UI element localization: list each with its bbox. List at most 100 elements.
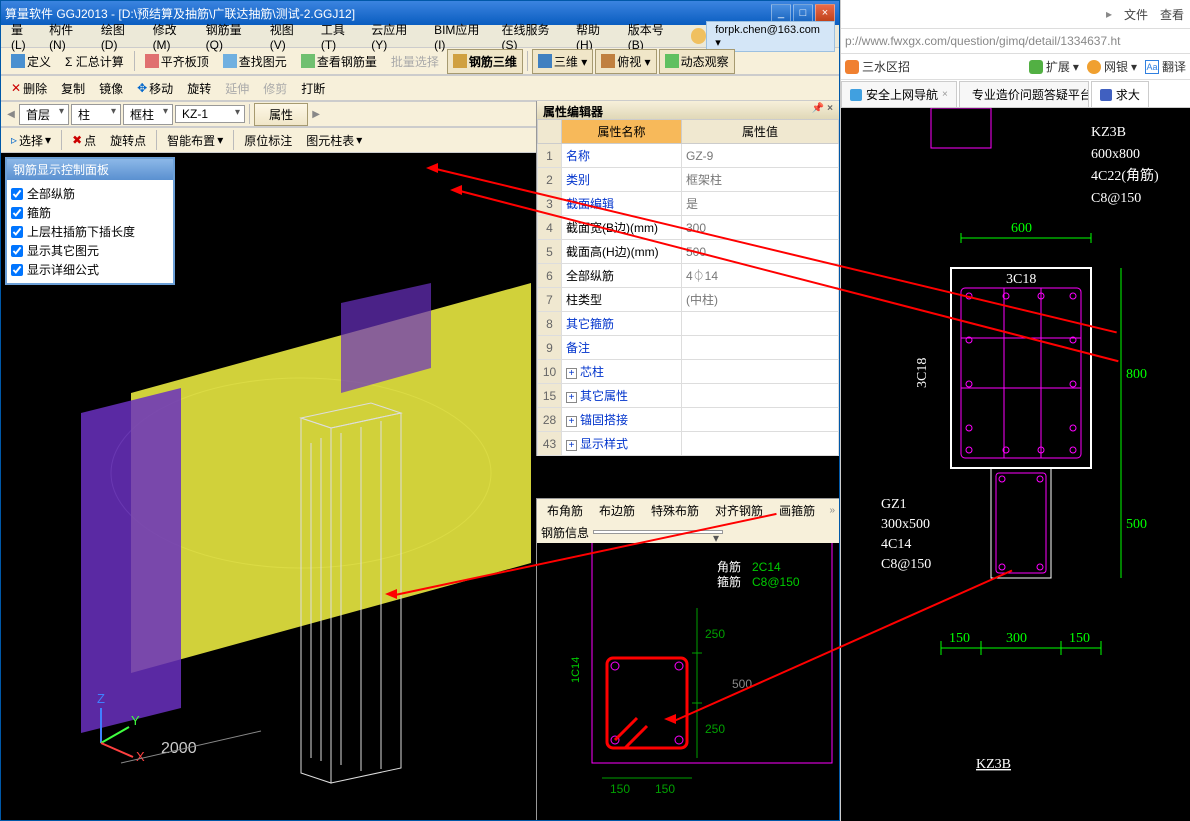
category-select[interactable]: 柱 [71, 104, 121, 125]
tab-edge[interactable]: 布边筋 [593, 500, 641, 521]
check-all-longitudinal[interactable]: 全部纵筋 [11, 184, 169, 203]
copy-button[interactable]: 复制 [55, 76, 91, 101]
url-input[interactable] [845, 34, 1186, 48]
mirror-button[interactable]: 镜像 [93, 76, 129, 101]
prop-name-cell: 类别 [562, 168, 682, 192]
user-avatar-icon[interactable] [691, 28, 707, 44]
dynamic-view-button[interactable]: 动态观察 [659, 49, 735, 74]
browser-tab-2[interactable]: 求大 [1091, 81, 1149, 107]
close-button[interactable]: × [815, 4, 835, 22]
3d-viewport[interactable]: Z Y X 2000 钢筋显示控制面板 全部纵筋 箍筋 上层柱插筋下插长度 显示… [1, 153, 538, 798]
move-button[interactable]: ✥移动 [131, 76, 179, 101]
define-button[interactable]: 定义 [5, 49, 57, 74]
prop-value-cell[interactable] [682, 408, 839, 432]
delete-button[interactable]: ✕删除 [5, 76, 53, 101]
prop-value-cell[interactable]: 框架柱 [682, 168, 839, 192]
annotation-arrow-4 [664, 714, 676, 724]
elem-table-button[interactable]: 图元柱表 ▾ [300, 128, 368, 153]
floor-select[interactable]: 首层 [19, 104, 69, 125]
rebar-info-select[interactable] [593, 530, 723, 534]
prop-value-cell[interactable]: 是 [682, 192, 839, 216]
sum-calc-button[interactable]: Σ 汇总计算 [59, 49, 130, 74]
browser-page-content[interactable]: KZ3B 600x800 4C22(角筋) C8@150 600 3C18 3C… [841, 108, 1190, 821]
property-row[interactable]: 8 其它箍筋 [538, 312, 839, 336]
tab-corner[interactable]: 布角筋 [541, 500, 589, 521]
annotation-arrow-3 [385, 589, 397, 599]
row-number: 2 [538, 168, 562, 192]
row-number: 43 [538, 432, 562, 456]
smart-place-button[interactable]: 智能布置 ▾ [161, 128, 229, 153]
svg-text:250: 250 [705, 627, 725, 641]
svg-text:GZ1: GZ1 [881, 497, 907, 512]
prop-value-cell[interactable]: (中柱) [682, 288, 839, 312]
svg-text:600: 600 [1011, 221, 1032, 236]
browser-tab-0[interactable]: 安全上网导航× [841, 81, 957, 107]
browser-tab-1[interactable]: 专业造价问题答疑平台-广联 [959, 81, 1089, 107]
property-row[interactable]: 1 名称 GZ-9 [538, 144, 839, 168]
row-number: 7 [538, 288, 562, 312]
rotate-button[interactable]: 旋转 [181, 76, 217, 101]
chevron-left-icon[interactable]: ◀ [5, 109, 17, 120]
axis-y-label: Y [131, 713, 140, 728]
property-row[interactable]: 43 +显示样式 [538, 432, 839, 456]
property-row[interactable]: 15 +其它属性 [538, 384, 839, 408]
fav-bank[interactable]: 网银 ▾ [1087, 58, 1137, 75]
prop-value-cell[interactable] [682, 432, 839, 456]
browser-menu-file[interactable]: 文件 [1124, 6, 1148, 23]
user-email[interactable]: forpk.chen@163.com ▾ [706, 21, 835, 52]
element-select[interactable]: KZ-1 [175, 105, 245, 123]
address-bar [841, 28, 1190, 54]
property-row[interactable]: 10 +芯柱 [538, 360, 839, 384]
point-tool-button[interactable]: ✖点 [66, 128, 102, 153]
orig-annot-button[interactable]: 原位标注 [238, 128, 298, 153]
rebar-display-panel: 钢筋显示控制面板 全部纵筋 箍筋 上层柱插筋下插长度 显示其它图元 显示详细公式 [5, 157, 175, 285]
view-rebar-qty-button[interactable]: 查看钢筋量 [295, 49, 383, 74]
break-button[interactable]: 打断 [295, 76, 331, 101]
prop-value-cell[interactable]: 300 [682, 216, 839, 240]
section-canvas[interactable]: 250 250 500 150150 角筋2C14 箍筋C8@150 1C14 [537, 543, 839, 820]
property-row[interactable]: 9 备注 [538, 336, 839, 360]
pin-icon[interactable]: 📌 × [812, 103, 833, 117]
property-row[interactable]: 2 类别 框架柱 [538, 168, 839, 192]
prop-name-cell: 其它箍筋 [562, 312, 682, 336]
property-row[interactable]: 7 柱类型 (中柱) [538, 288, 839, 312]
fav-sanshui[interactable]: 三水区招 [845, 58, 910, 75]
tab-special[interactable]: 特殊布筋 [645, 500, 705, 521]
fav-extensions[interactable]: 扩展 ▾ [1029, 58, 1079, 75]
svg-text:500: 500 [1126, 517, 1147, 532]
chevron-icon[interactable]: » [829, 505, 835, 516]
type-select[interactable]: 框柱 [123, 104, 173, 125]
tab-draw-stirrup[interactable]: 画箍筋 [773, 500, 821, 521]
check-upper-insert[interactable]: 上层柱插筋下插长度 [11, 222, 169, 241]
rotate-point-button[interactable]: 旋转点 [104, 128, 152, 153]
browser-menu-view[interactable]: 查看 [1160, 6, 1184, 23]
find-element-button[interactable]: 查找图元 [217, 49, 293, 74]
rebar-3d-button[interactable]: 钢筋三维 [447, 49, 523, 74]
check-show-other[interactable]: 显示其它图元 [11, 241, 169, 260]
fav-translate[interactable]: Aa翻译 [1145, 58, 1186, 75]
select-tool-button[interactable]: ▹选择 ▾ [5, 128, 57, 153]
property-row[interactable]: 5 截面高(H边)(mm) 500 [538, 240, 839, 264]
attribute-button[interactable]: 属性 [254, 103, 308, 126]
section-editor-panel: 布角筋 布边筋 特殊布筋 对齐钢筋 画箍筋 » 钢筋信息 250 [536, 498, 839, 820]
prop-value-cell[interactable] [682, 360, 839, 384]
prop-value-cell[interactable]: GZ-9 [682, 144, 839, 168]
check-stirrup[interactable]: 箍筋 [11, 203, 169, 222]
look-down-button[interactable]: 俯视 ▾ [595, 49, 656, 74]
prop-value-cell[interactable] [682, 312, 839, 336]
property-row[interactable]: 28 +锚固搭接 [538, 408, 839, 432]
rebar-panel-title: 钢筋显示控制面板 [7, 159, 173, 180]
svg-text:150: 150 [655, 782, 675, 796]
batch-select-button[interactable]: 批量选择 [385, 49, 445, 74]
check-show-formula[interactable]: 显示详细公式 [11, 260, 169, 279]
prop-value-cell[interactable] [682, 384, 839, 408]
maximize-button[interactable]: □ [793, 4, 813, 22]
browser-window: ▸ 文件 查看 三水区招 扩展 ▾ 网银 ▾ Aa翻译 安全上网导航× 专业造价… [840, 0, 1190, 821]
minimize-button[interactable]: _ [771, 4, 791, 22]
browser-toolbar: 三水区招 扩展 ▾ 网银 ▾ Aa翻译 [841, 54, 1190, 80]
slab-align-button[interactable]: 平齐板顶 [139, 49, 215, 74]
3d-view-button[interactable]: 三维 ▾ [532, 49, 593, 74]
prop-value-cell[interactable] [682, 336, 839, 360]
chevron-right-icon[interactable]: ▶ [310, 109, 322, 120]
prop-name-cell: +其它属性 [562, 384, 682, 408]
